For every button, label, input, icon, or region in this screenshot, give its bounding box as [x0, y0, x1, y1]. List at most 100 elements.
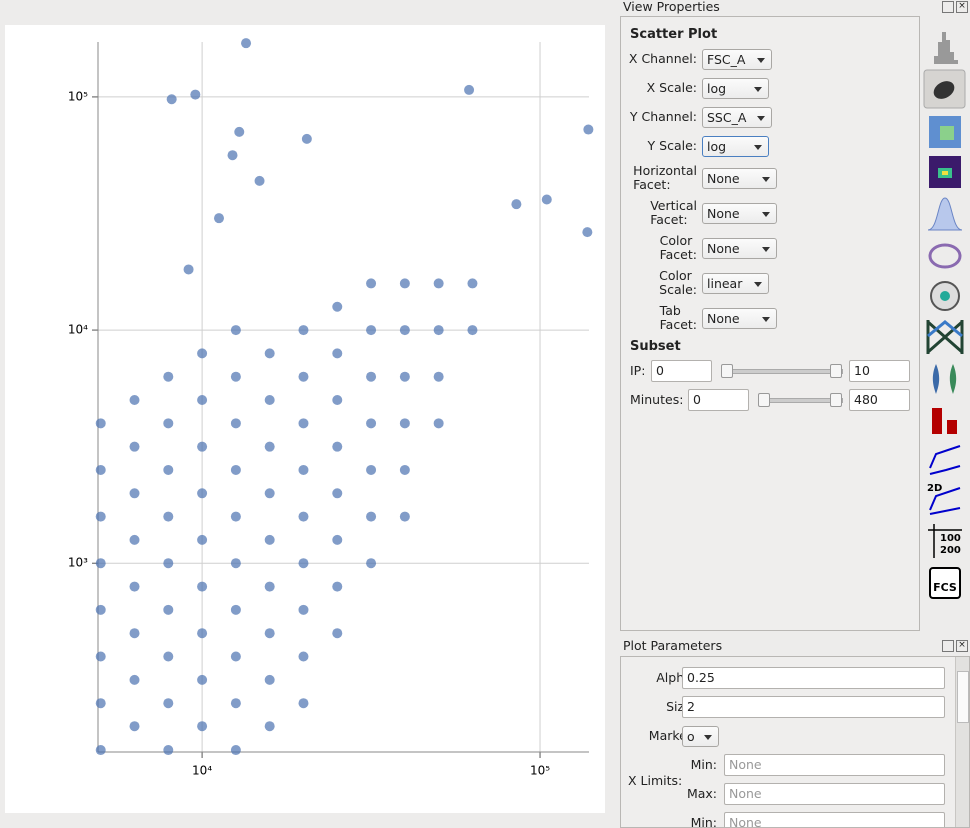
slider-handle[interactable]: [758, 393, 770, 407]
y-tick-label: 10⁴: [68, 323, 88, 337]
kde-icon[interactable]: [927, 197, 963, 231]
text-input[interactable]: None: [724, 754, 945, 776]
field-label: Horizontal Facet:: [625, 164, 697, 192]
slider-handle[interactable]: [721, 364, 733, 378]
field-label: Color Scale:: [625, 269, 697, 297]
point: [234, 126, 245, 137]
text-input[interactable]: 0.25: [682, 667, 945, 689]
scatter-chart: 10⁴ 10⁵ 10³ 10⁴ 10⁵: [5, 25, 605, 813]
point: [129, 534, 140, 545]
field-label: Y Channel:: [625, 110, 697, 124]
point: [129, 581, 140, 592]
point: [264, 721, 275, 732]
point: [95, 651, 106, 662]
text-input[interactable]: None: [724, 812, 945, 827]
max-input[interactable]: 10: [849, 360, 910, 382]
combo-box[interactable]: log: [702, 78, 769, 99]
icon-label: FCS: [933, 581, 957, 594]
table-icon[interactable]: [928, 524, 962, 558]
point: [197, 488, 208, 499]
point: [166, 94, 177, 105]
field-label: Tab Facet:: [625, 304, 697, 332]
combo-box[interactable]: SSC_A: [702, 107, 772, 128]
point: [129, 395, 140, 406]
point: [264, 348, 275, 359]
point: [190, 89, 201, 100]
point: [433, 371, 444, 382]
point: [264, 395, 275, 406]
field-label: X Scale:: [625, 81, 697, 95]
density-icon[interactable]: [928, 243, 962, 269]
field-label: Vertical Facet:: [625, 199, 697, 227]
point: [197, 581, 208, 592]
min-input[interactable]: 0: [651, 360, 712, 382]
point: [298, 511, 309, 522]
point: [129, 441, 140, 452]
combo-box[interactable]: None: [702, 308, 777, 329]
point: [332, 488, 343, 499]
point: [230, 698, 241, 709]
label-text: Y Scale:: [647, 138, 697, 153]
parallel-icon[interactable]: [926, 320, 964, 354]
point: [541, 194, 552, 205]
violin-icon[interactable]: [932, 364, 940, 394]
point: [95, 511, 106, 522]
combo-box[interactable]: None: [702, 168, 777, 189]
section-heading: Subset: [630, 339, 681, 354]
close-button[interactable]: ×: [956, 640, 968, 652]
point: [95, 745, 106, 756]
point: [197, 441, 208, 452]
point: [230, 745, 241, 756]
save-icon[interactable]: [929, 567, 961, 599]
histogram-icon[interactable]: [934, 32, 958, 64]
point: [129, 488, 140, 499]
point: [129, 628, 140, 639]
point: [332, 348, 343, 359]
slider-handle[interactable]: [830, 364, 842, 378]
point: [230, 604, 241, 615]
max-input[interactable]: 480: [849, 389, 910, 411]
point: [332, 534, 343, 545]
text-input[interactable]: 2: [682, 696, 945, 718]
point: [298, 558, 309, 569]
bar-icon[interactable]: [932, 408, 942, 434]
field-label: X Limits:: [628, 773, 683, 788]
combo-box[interactable]: None: [702, 238, 777, 259]
point: [163, 604, 174, 615]
scrollbar[interactable]: [955, 657, 969, 827]
point: [254, 175, 265, 186]
point: [264, 488, 275, 499]
points: [95, 38, 594, 756]
section-heading: Scatter Plot: [630, 27, 718, 42]
point: [298, 464, 309, 475]
slider-handle[interactable]: [830, 393, 842, 407]
label-text: Horizontal Facet:: [633, 163, 697, 192]
point: [332, 628, 343, 639]
combo-box[interactable]: linear: [702, 273, 769, 294]
combo-box[interactable]: o: [682, 726, 719, 747]
field-label: Max:: [686, 786, 717, 801]
combo-box[interactable]: FSC_A: [702, 49, 772, 70]
float-button[interactable]: [942, 1, 954, 13]
view-properties-panel: Scatter Plot X Channel: FSC_A X Scale: log Y …: [620, 16, 920, 631]
point: [298, 418, 309, 429]
icon-label: 200: [940, 545, 961, 556]
close-button[interactable]: ×: [956, 1, 968, 13]
text-input[interactable]: None: [724, 783, 945, 805]
combo-box[interactable]: None: [702, 203, 777, 224]
point: [399, 464, 410, 475]
slider-track: [721, 369, 843, 374]
point: [95, 558, 106, 569]
field-label: IP:: [630, 363, 646, 378]
combo-box[interactable]: log: [702, 136, 769, 157]
min-input[interactable]: 0: [688, 389, 749, 411]
point: [264, 441, 275, 452]
point: [163, 511, 174, 522]
point: [399, 511, 410, 522]
point: [95, 698, 106, 709]
line2d-icon[interactable]: [929, 487, 961, 515]
point: [163, 418, 174, 429]
line-icon[interactable]: [929, 445, 961, 475]
float-button[interactable]: [942, 640, 954, 652]
label-text: X Scale:: [646, 80, 697, 95]
